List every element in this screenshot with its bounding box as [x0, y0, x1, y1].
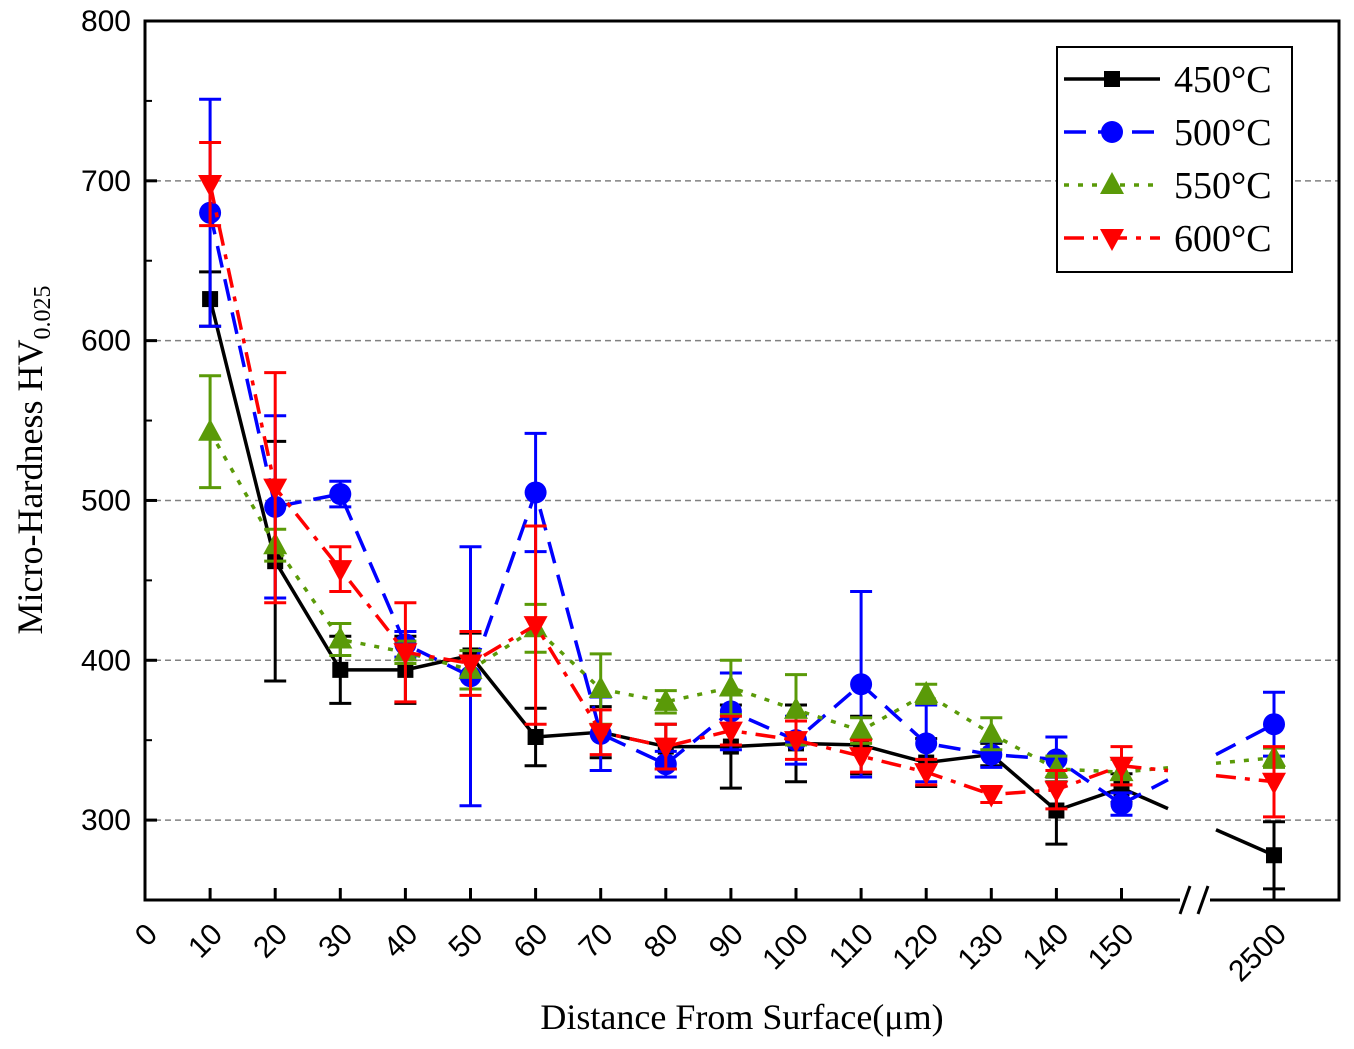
x-tick-label-30: 30	[312, 918, 359, 965]
series-line-2	[208, 430, 1122, 774]
data-point-90	[718, 674, 743, 697]
x-tick-label-40: 40	[377, 918, 424, 965]
x-tick-label-10: 10	[182, 918, 229, 965]
x-tick-label-2500: 2500	[1222, 918, 1293, 989]
data-point-50	[458, 654, 483, 677]
y-tick-label-500: 500	[81, 484, 131, 517]
x-tick-label-150: 150	[1082, 918, 1141, 977]
x-axis-ticks: 0 10 20 30 40 50 60 70 80 90 100 110 120 130 140 150 250…	[129, 888, 1293, 988]
y-axis-title-main: Micro-Hardness HV	[10, 340, 50, 635]
data-point-130	[979, 785, 1004, 808]
data-point-110	[850, 673, 873, 696]
data-point-60	[527, 728, 544, 745]
y-axis-ticks: 300 400 500 600 700 800	[81, 5, 157, 901]
data-point-30	[329, 483, 352, 506]
x-tick-label-70: 70	[573, 918, 620, 965]
grid-lines	[145, 180, 1339, 821]
series-line-3	[208, 183, 1123, 797]
legend-item-0: 450°C	[1064, 59, 1272, 101]
legend-label: 450°C	[1174, 59, 1272, 101]
y-tick-label-700: 700	[81, 165, 131, 198]
data-point-120	[914, 680, 939, 703]
legend-item-2: 550°C	[1064, 165, 1272, 207]
data-point-120	[915, 732, 938, 755]
data-point-130	[979, 720, 1004, 743]
series-layer	[198, 97, 1286, 891]
x-tick-label-20: 20	[247, 918, 294, 965]
x-tick-label-0: 0	[129, 918, 164, 953]
data-point-30	[328, 560, 353, 583]
data-point-80	[653, 688, 678, 711]
plot-frame	[143, 19, 1341, 902]
series-line-1	[208, 212, 1123, 806]
data-point-10	[198, 418, 223, 441]
series-line-break-b-0	[1215, 828, 1275, 857]
x-tick-label-120: 120	[886, 918, 945, 977]
data-point-70	[588, 676, 613, 699]
x-axis-break	[1178, 885, 1210, 915]
data-point-60	[524, 481, 547, 504]
legend-marker	[1100, 172, 1124, 194]
series-line-break-a-2	[1121, 766, 1169, 774]
data-point-10	[198, 175, 223, 198]
data-point-2500	[1266, 847, 1282, 864]
series-2	[198, 374, 1286, 787]
y-tick-label-400: 400	[81, 644, 131, 677]
y-tick-label-300: 300	[81, 804, 131, 837]
data-point-30	[328, 626, 353, 649]
y-tick-label-600: 600	[81, 325, 131, 358]
legend: 450°C 500°C 550°C 600°C	[1056, 46, 1293, 273]
legend-item-1: 500°C	[1064, 112, 1272, 154]
series-line-break-b-2	[1215, 756, 1275, 765]
data-point-150	[1110, 793, 1133, 816]
legend-marker	[1100, 229, 1124, 251]
data-point-70	[588, 723, 613, 746]
data-point-90	[718, 721, 743, 744]
data-point-20	[263, 478, 288, 501]
x-axis-title: Distance From Surface(μm)	[540, 997, 943, 1037]
x-tick-label-80: 80	[638, 918, 685, 965]
legend-item-3: 600°C	[1064, 218, 1272, 260]
data-point-120	[914, 763, 939, 786]
y-tick-label-800: 800	[81, 5, 131, 38]
x-tick-label-90: 90	[703, 918, 750, 965]
legend-label: 550°C	[1174, 165, 1272, 207]
legend-box	[1056, 46, 1293, 273]
data-point-100	[784, 696, 808, 719]
data-point-100	[784, 731, 808, 754]
data-point-150	[1109, 756, 1134, 779]
data-point-140	[1044, 780, 1069, 803]
data-point-80	[653, 737, 678, 760]
data-point-110	[849, 747, 874, 770]
x-tick-label-60: 60	[508, 918, 555, 965]
x-tick-label-50: 50	[443, 918, 490, 965]
x-tick-label-100: 100	[756, 918, 815, 977]
data-point-60	[523, 616, 548, 639]
data-point-2500	[1263, 713, 1285, 736]
data-point-40	[393, 643, 418, 666]
legend-label: 600°C	[1174, 218, 1272, 260]
x-tick-label-140: 140	[1017, 918, 1076, 977]
y-axis-title-subscript: 0.025	[30, 286, 56, 340]
data-point-140	[1048, 802, 1065, 819]
series-line-break-b-3	[1215, 773, 1275, 784]
legend-marker	[1101, 121, 1123, 143]
legend-marker	[1104, 71, 1120, 87]
data-point-30	[332, 661, 349, 678]
y-axis-title: Micro-Hardness HV0.025	[10, 286, 56, 635]
data-point-2500	[1262, 772, 1286, 795]
x-tick-label-110: 110	[823, 918, 880, 975]
legend-label: 500°C	[1174, 112, 1272, 154]
data-point-140	[1044, 755, 1069, 778]
x-tick-label-130: 130	[952, 918, 1011, 977]
series-3	[198, 140, 1286, 819]
series-line-break-a-3	[1121, 764, 1169, 773]
data-point-110	[849, 717, 874, 740]
